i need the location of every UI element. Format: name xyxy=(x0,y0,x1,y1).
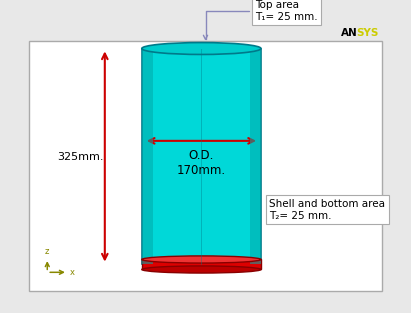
FancyBboxPatch shape xyxy=(142,49,152,264)
FancyBboxPatch shape xyxy=(29,41,382,291)
Text: SYS: SYS xyxy=(357,28,379,38)
Text: AN: AN xyxy=(341,28,358,38)
Text: O.D.
170mm.: O.D. 170mm. xyxy=(177,149,226,177)
Text: Shell and bottom area
T₂= 25 mm.: Shell and bottom area T₂= 25 mm. xyxy=(269,199,385,221)
FancyBboxPatch shape xyxy=(250,49,261,264)
Ellipse shape xyxy=(142,256,261,263)
Ellipse shape xyxy=(142,43,261,54)
FancyBboxPatch shape xyxy=(142,259,261,269)
Text: x: x xyxy=(70,268,75,277)
FancyBboxPatch shape xyxy=(142,49,261,264)
Text: z: z xyxy=(45,247,49,256)
Text: 325mm.: 325mm. xyxy=(57,151,104,162)
Ellipse shape xyxy=(142,266,261,273)
Text: Top area
T₁= 25 mm.: Top area T₁= 25 mm. xyxy=(203,0,317,39)
